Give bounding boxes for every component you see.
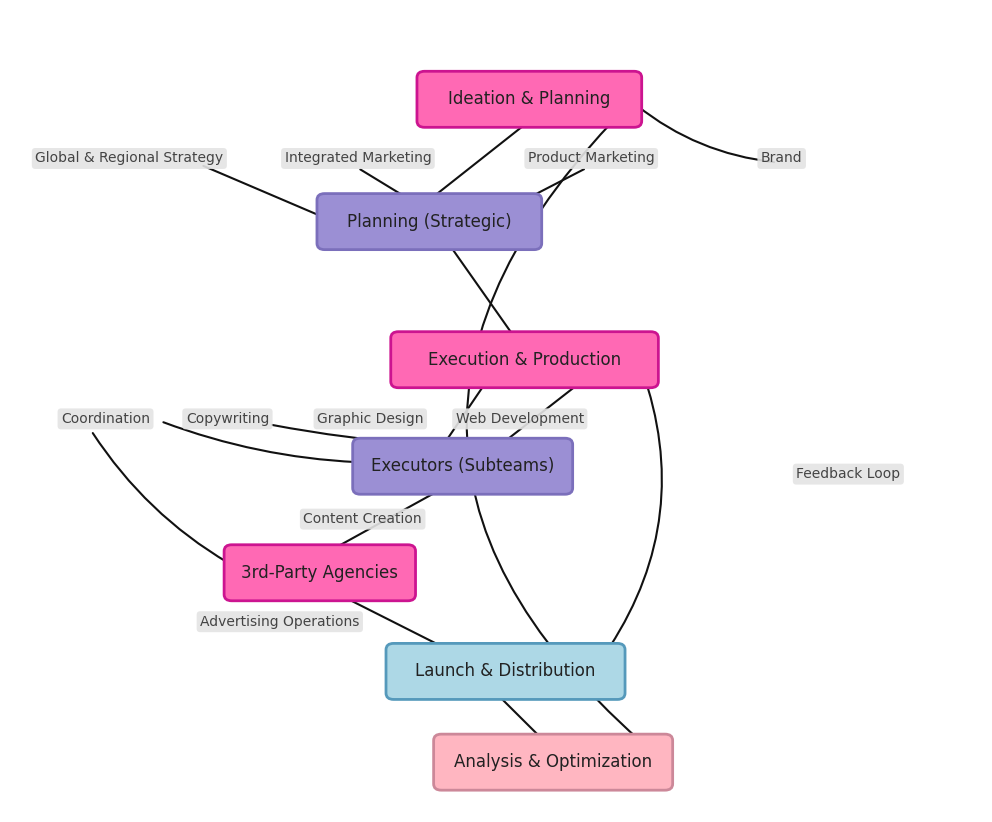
Text: Advertising Operations: Advertising Operations [200, 615, 359, 629]
Text: Ideation & Planning: Ideation & Planning [448, 90, 610, 109]
Text: Web Development: Web Development [455, 412, 584, 426]
FancyBboxPatch shape [434, 734, 673, 790]
Text: Copywriting: Copywriting [186, 412, 269, 426]
FancyBboxPatch shape [317, 194, 542, 250]
Text: Brand: Brand [761, 151, 803, 165]
Text: Global & Regional Strategy: Global & Regional Strategy [36, 151, 223, 165]
FancyBboxPatch shape [386, 644, 625, 700]
Text: Analysis & Optimization: Analysis & Optimization [454, 753, 652, 771]
Text: Graphic Design: Graphic Design [317, 412, 424, 426]
Text: Coordination: Coordination [62, 412, 150, 426]
Text: Content Creation: Content Creation [304, 512, 422, 526]
Text: Planning (Strategic): Planning (Strategic) [347, 213, 512, 231]
Text: Execution & Production: Execution & Production [428, 351, 621, 369]
Text: Feedback Loop: Feedback Loop [797, 467, 901, 481]
FancyBboxPatch shape [391, 332, 659, 388]
Text: Product Marketing: Product Marketing [528, 151, 655, 165]
FancyBboxPatch shape [353, 438, 572, 494]
FancyBboxPatch shape [417, 72, 642, 127]
Text: Executors (Subteams): Executors (Subteams) [371, 457, 555, 475]
Text: Integrated Marketing: Integrated Marketing [285, 151, 432, 165]
Text: Launch & Distribution: Launch & Distribution [416, 663, 596, 681]
Text: 3rd-Party Agencies: 3rd-Party Agencies [241, 564, 399, 582]
FancyBboxPatch shape [224, 545, 416, 601]
